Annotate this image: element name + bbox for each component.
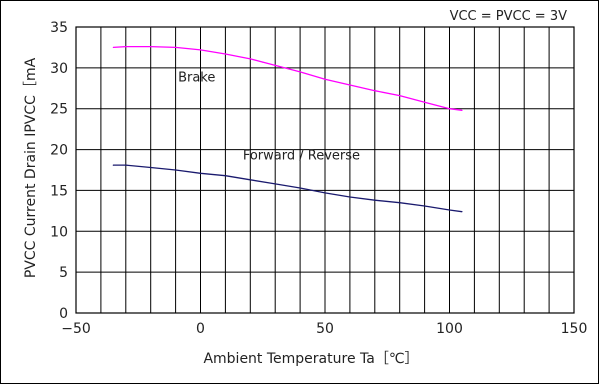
x-tick-label: 50 [316,321,334,337]
series-point [448,209,451,211]
series-point [424,205,426,207]
series-point [461,109,463,111]
series-point [461,211,463,213]
series-point [112,164,114,166]
series-point [150,166,152,169]
series-point [199,172,202,174]
series-point [199,49,202,51]
series-point [274,183,276,185]
x-tick-label: 150 [561,321,588,337]
series-label: Brake [178,71,215,86]
x-axis-label: Ambient Temperature Ta［℃］ [203,351,418,367]
series-point [125,46,127,48]
y-tick-label: 0 [59,306,68,322]
series-point [448,108,451,110]
series-point [399,202,401,204]
series-point [399,95,401,97]
series-point [324,78,326,80]
series-line-1 [113,164,462,213]
series-point [299,187,301,189]
y-tick-label: 35 [50,20,68,36]
y-tick-label: 10 [50,224,68,240]
y-tick-label: 30 [50,61,68,77]
series-point [112,46,114,49]
labels: Ambient Temperature Ta［℃］ PVCC Current Dr… [23,9,567,367]
y-axis-label: PVCC Current Drain IPVCC［mA [23,57,39,278]
series-point [262,61,264,63]
condition-label: VCC = PVCC = 3V [450,9,568,24]
series-point [299,71,301,73]
series-point [224,53,226,55]
x-tick-label: 100 [436,321,463,337]
x-tick-label: −50 [61,321,91,337]
series-point [125,164,127,166]
plot-frame [75,26,575,314]
grid [75,26,575,314]
series-point [175,169,177,171]
series-point [374,90,376,92]
series-label: Forward / Reverse [243,148,360,163]
series-point [249,58,251,60]
series-point [374,199,376,201]
series-lines [112,45,463,213]
series-line-0 [113,45,462,111]
series-point [349,196,351,198]
y-tick-label: 20 [50,143,68,159]
series-point [274,64,276,67]
series-point [424,101,426,103]
series-point [175,46,177,49]
y-tick-label: 5 [59,265,68,281]
x-tick-label: 0 [196,321,205,337]
series-point [150,46,152,48]
y-tick-label: 15 [50,183,68,199]
series-point [349,84,351,86]
series-point [249,179,251,181]
series-point [324,192,326,194]
y-tick-label: 25 [50,102,68,118]
series-point [224,175,226,177]
